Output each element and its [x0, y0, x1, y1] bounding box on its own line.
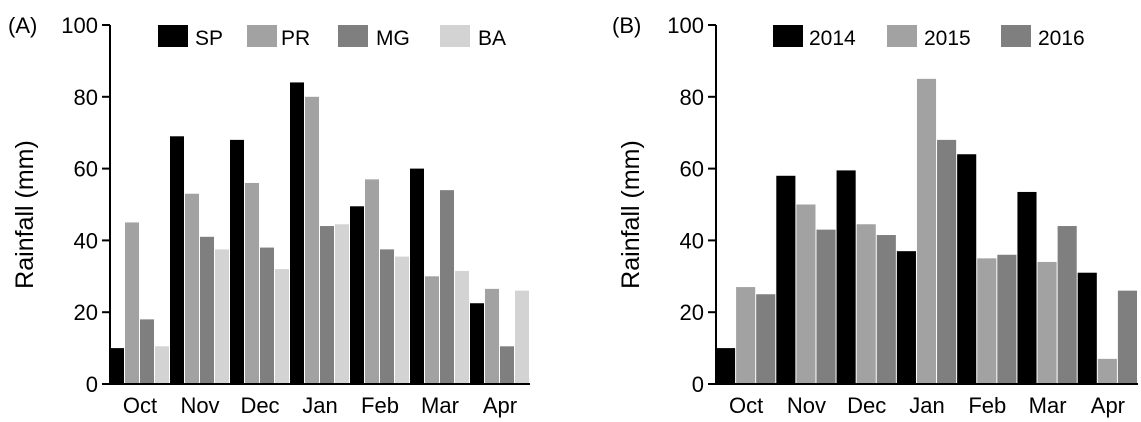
y-tick-label: 60 [74, 157, 98, 182]
legend-label-pr: PR [281, 27, 310, 50]
bar-2014-nov [776, 175, 796, 384]
legend-label-2015: 2015 [924, 27, 971, 50]
bar-2016-mar [1057, 226, 1077, 384]
y-tick-label: 100 [61, 13, 98, 38]
y-tick-label: 0 [692, 372, 704, 397]
legend-swatch-2016 [1001, 25, 1031, 47]
bar-2016-feb [997, 254, 1017, 384]
legend-label-mg: MG [376, 27, 410, 50]
x-tick-label: Oct [123, 393, 157, 418]
legend-swatch-ba [440, 25, 470, 47]
bar-pr-jan [305, 96, 319, 385]
bar-pr-nov [185, 193, 199, 384]
bar-2014-feb [957, 154, 977, 384]
bar-sp-jan [290, 82, 304, 384]
legend-swatch-pr [247, 25, 277, 47]
legend-swatch-2015 [887, 25, 917, 47]
bar-2014-dec [836, 170, 856, 384]
x-tick-label: Dec [240, 393, 279, 418]
y-axis-title: Rainfall (mm) [617, 140, 645, 289]
bar-pr-apr [485, 288, 499, 384]
bar-2016-nov [816, 229, 836, 384]
bar-mg-jan [320, 226, 334, 384]
legend-swatch-2014 [773, 25, 803, 47]
legend: SP PR MG BA [158, 25, 506, 50]
bar-ba-mar [455, 270, 469, 384]
legend-label-2016: 2016 [1038, 27, 1085, 50]
bar-2016-apr [1117, 290, 1137, 384]
bar-2015-apr [1097, 358, 1117, 384]
bar-2015-oct [736, 287, 756, 384]
y-tick-label: 80 [680, 85, 704, 110]
y-tick-label: 40 [680, 228, 704, 253]
bar-2014-jan [896, 251, 916, 384]
legend: 2014 2015 2016 [773, 25, 1085, 50]
x-tick-label: Apr [483, 393, 517, 418]
bar-sp-dec [230, 139, 244, 384]
bar-pr-oct [125, 222, 139, 384]
bar-mg-dec [260, 247, 274, 384]
bar-2015-feb [977, 258, 997, 384]
y-tick-label: 100 [667, 13, 704, 38]
bar-pr-mar [425, 276, 439, 384]
bar-mg-nov [200, 236, 214, 384]
bar-2016-jan [937, 139, 957, 384]
x-tick-label: Mar [421, 393, 459, 418]
panel-label: (A) [8, 13, 37, 38]
bar-mg-apr [500, 346, 514, 384]
y-tick-label: 0 [86, 372, 98, 397]
bar-2016-oct [756, 294, 776, 384]
bar-ba-nov [215, 249, 229, 385]
bar-2016-dec [876, 235, 896, 384]
chart-panel-b: 0 20 40 60 80 100 Oct Nov Dec Jan Feb Mar Apr Rainfal… [612, 13, 1138, 418]
bar-2015-mar [1037, 261, 1057, 384]
legend-swatch-mg [338, 25, 368, 47]
bar-sp-mar [410, 168, 424, 384]
bar-ba-oct [155, 346, 169, 384]
y-tick-label: 80 [74, 85, 98, 110]
bar-2014-apr [1077, 272, 1097, 384]
bar-ba-jan [335, 224, 349, 384]
legend-label-sp: SP [195, 27, 223, 50]
x-tick-label: Mar [1029, 393, 1067, 418]
panel-label: (B) [612, 13, 641, 38]
bar-sp-oct [110, 348, 124, 384]
bar-2015-dec [856, 224, 876, 384]
bar-mg-mar [440, 190, 454, 384]
x-tick-label: Feb [968, 393, 1006, 418]
x-tick-label: Apr [1091, 393, 1125, 418]
x-tick-label: Jan [302, 393, 337, 418]
bar-2014-oct [716, 348, 736, 384]
y-tick-label: 20 [74, 300, 98, 325]
x-tick-label: Nov [180, 393, 219, 418]
x-tick-label: Feb [361, 393, 399, 418]
bar-ba-dec [275, 269, 289, 384]
y-axis-title: Rainfall (mm) [11, 140, 39, 289]
y-tick-label: 60 [680, 157, 704, 182]
bar-ba-feb [395, 256, 409, 384]
legend-swatch-sp [158, 25, 188, 47]
x-tick-label: Dec [847, 393, 886, 418]
bar-sp-apr [470, 303, 484, 384]
bar-sp-feb [350, 206, 364, 384]
legend-label-ba: BA [478, 27, 506, 50]
legend-label-2014: 2014 [809, 27, 856, 50]
chart-panel-a: 0 20 40 60 80 100 Oct Nov Dec Jan Feb Mar Apr Rainfal… [8, 13, 530, 418]
bar-2015-nov [796, 204, 816, 384]
y-tick-label: 20 [680, 300, 704, 325]
x-tick-label: Oct [729, 393, 763, 418]
x-tick-label: Nov [787, 393, 826, 418]
bar-2014-mar [1017, 191, 1037, 384]
bar-mg-feb [380, 249, 394, 385]
bar-sp-nov [170, 136, 184, 384]
y-tick-label: 40 [74, 228, 98, 253]
bar-2015-jan [916, 78, 937, 384]
bar-ba-apr [515, 290, 529, 384]
bar-mg-oct [140, 319, 154, 384]
bar-pr-feb [365, 179, 379, 384]
bar-pr-dec [245, 182, 259, 384]
x-tick-label: Jan [909, 393, 944, 418]
